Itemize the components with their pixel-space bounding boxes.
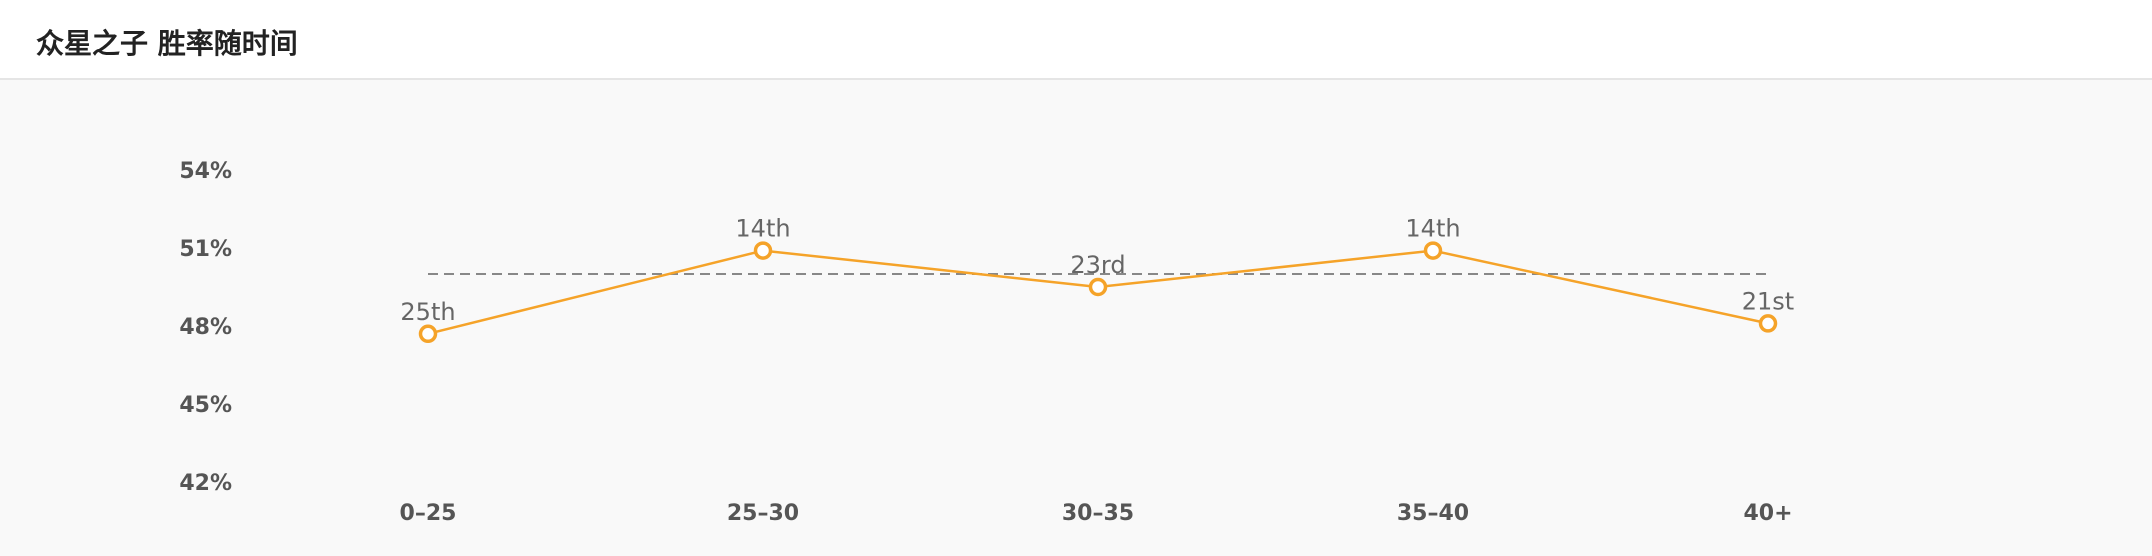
x-tick-label: 25–30 bbox=[727, 501, 799, 526]
y-tick-label: 54% bbox=[179, 159, 232, 184]
y-tick-label: 42% bbox=[179, 471, 232, 496]
x-tick-label: 30–35 bbox=[1062, 501, 1134, 526]
y-tick-label: 51% bbox=[179, 237, 232, 262]
data-label: 14th bbox=[1405, 215, 1460, 243]
header-bar: 众星之子 胜率随时间 bbox=[0, 0, 2152, 80]
data-point bbox=[1423, 241, 1443, 260]
data-point bbox=[753, 241, 773, 260]
page-title: 众星之子 胜率随时间 bbox=[36, 27, 298, 60]
y-tick-label: 48% bbox=[179, 315, 232, 340]
data-label: 21st bbox=[1742, 287, 1794, 315]
chart-panel bbox=[0, 80, 2152, 556]
y-tick-label: 45% bbox=[179, 393, 232, 418]
data-label: 23rd bbox=[1070, 251, 1125, 279]
data-point bbox=[1758, 314, 1778, 333]
data-label: 25th bbox=[400, 298, 455, 326]
x-tick-label: 35–40 bbox=[1397, 501, 1469, 526]
x-tick-label: 0–25 bbox=[400, 501, 457, 526]
x-tick-label: 40+ bbox=[1743, 501, 1792, 526]
data-point bbox=[418, 324, 438, 344]
data-point bbox=[1088, 277, 1108, 297]
data-label: 14th bbox=[735, 215, 790, 243]
